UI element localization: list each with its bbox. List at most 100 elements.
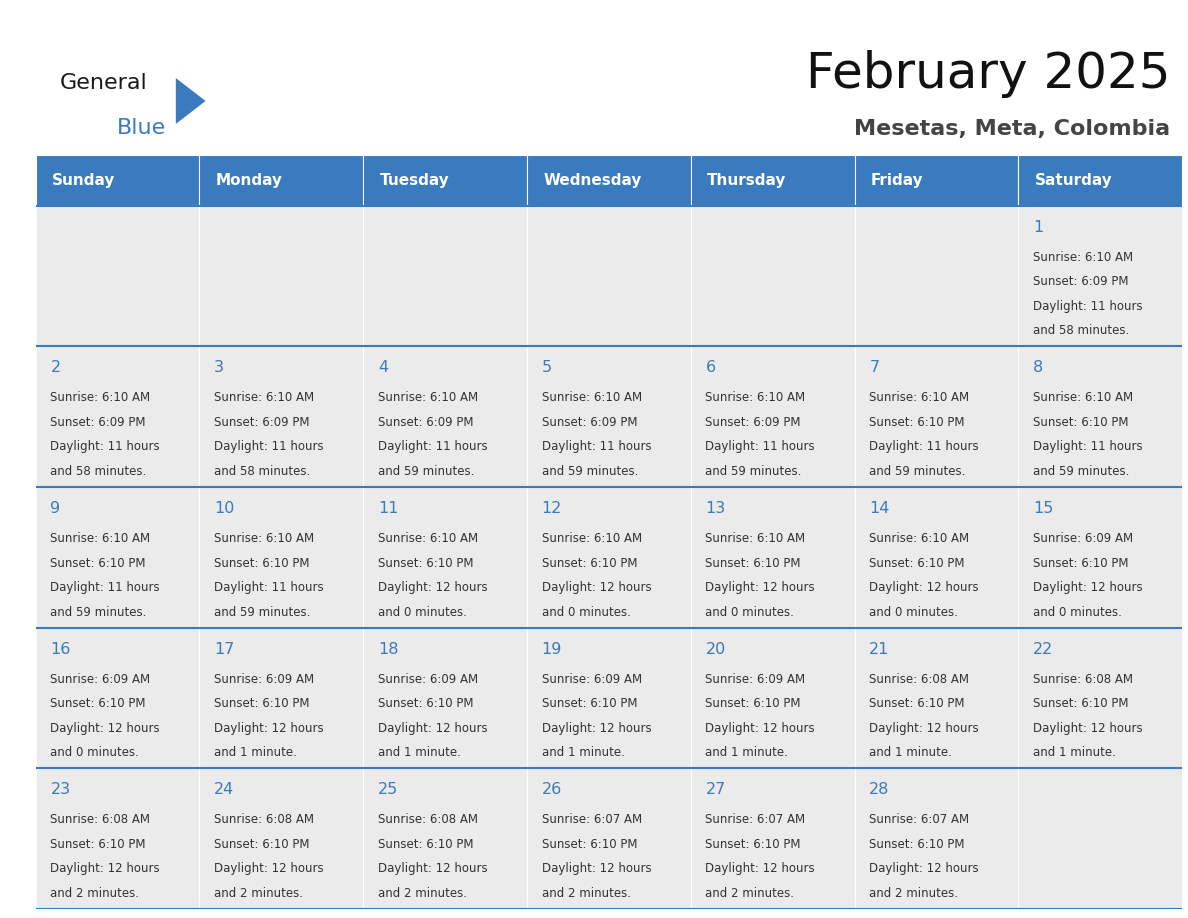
Text: and 2 minutes.: and 2 minutes. xyxy=(50,887,139,900)
Text: Daylight: 11 hours: Daylight: 11 hours xyxy=(706,441,815,453)
Text: Blue: Blue xyxy=(116,118,165,138)
Text: 8: 8 xyxy=(1034,361,1043,375)
Text: Daylight: 12 hours: Daylight: 12 hours xyxy=(870,862,979,876)
Bar xyxy=(1018,206,1182,346)
Text: Sunrise: 6:07 AM: Sunrise: 6:07 AM xyxy=(706,813,805,826)
Text: and 1 minute.: and 1 minute. xyxy=(870,746,952,759)
Text: Sunset: 6:10 PM: Sunset: 6:10 PM xyxy=(542,556,637,569)
Text: Daylight: 12 hours: Daylight: 12 hours xyxy=(50,722,160,734)
Bar xyxy=(364,768,527,909)
Text: and 59 minutes.: and 59 minutes. xyxy=(870,465,966,478)
Bar xyxy=(690,628,854,768)
Text: Sunset: 6:09 PM: Sunset: 6:09 PM xyxy=(50,416,146,429)
Text: and 59 minutes.: and 59 minutes. xyxy=(378,465,474,478)
Text: Sunset: 6:10 PM: Sunset: 6:10 PM xyxy=(214,838,310,851)
Text: Daylight: 12 hours: Daylight: 12 hours xyxy=(706,581,815,594)
Text: Sunrise: 6:10 AM: Sunrise: 6:10 AM xyxy=(542,532,642,545)
Text: and 59 minutes.: and 59 minutes. xyxy=(1034,465,1130,478)
Bar xyxy=(1018,487,1182,628)
Text: Sunset: 6:09 PM: Sunset: 6:09 PM xyxy=(542,416,637,429)
Text: Sunset: 6:09 PM: Sunset: 6:09 PM xyxy=(378,416,474,429)
Bar xyxy=(364,487,527,628)
Text: and 0 minutes.: and 0 minutes. xyxy=(378,606,467,619)
Text: 6: 6 xyxy=(706,361,715,375)
Text: Sunset: 6:10 PM: Sunset: 6:10 PM xyxy=(50,838,146,851)
Text: 28: 28 xyxy=(870,782,890,797)
Text: Sunset: 6:10 PM: Sunset: 6:10 PM xyxy=(870,556,965,569)
Bar xyxy=(854,206,1018,346)
Text: Sunday: Sunday xyxy=(52,173,115,188)
Text: Sunrise: 6:10 AM: Sunrise: 6:10 AM xyxy=(706,391,805,404)
Text: Sunrise: 6:10 AM: Sunrise: 6:10 AM xyxy=(378,532,478,545)
Text: Daylight: 12 hours: Daylight: 12 hours xyxy=(542,862,651,876)
Bar xyxy=(200,206,364,346)
Bar xyxy=(527,768,690,909)
Text: 7: 7 xyxy=(870,361,879,375)
Text: Thursday: Thursday xyxy=(707,173,786,188)
Text: 4: 4 xyxy=(378,361,388,375)
Text: 13: 13 xyxy=(706,501,726,516)
Text: Sunset: 6:10 PM: Sunset: 6:10 PM xyxy=(50,697,146,711)
Bar xyxy=(200,487,364,628)
Text: 2: 2 xyxy=(50,361,61,375)
Text: Daylight: 11 hours: Daylight: 11 hours xyxy=(1034,441,1143,453)
Bar xyxy=(854,768,1018,909)
Text: Sunset: 6:10 PM: Sunset: 6:10 PM xyxy=(870,416,965,429)
Text: 3: 3 xyxy=(214,361,225,375)
Text: Sunrise: 6:08 AM: Sunrise: 6:08 AM xyxy=(214,813,314,826)
Text: 26: 26 xyxy=(542,782,562,797)
Bar xyxy=(527,206,690,346)
Bar xyxy=(36,487,200,628)
Text: Daylight: 11 hours: Daylight: 11 hours xyxy=(1034,300,1143,313)
Text: 24: 24 xyxy=(214,782,234,797)
Bar xyxy=(690,206,854,346)
Text: Sunrise: 6:07 AM: Sunrise: 6:07 AM xyxy=(542,813,642,826)
Bar xyxy=(1018,155,1182,206)
Text: Sunrise: 6:08 AM: Sunrise: 6:08 AM xyxy=(1034,673,1133,686)
Text: Sunrise: 6:08 AM: Sunrise: 6:08 AM xyxy=(378,813,478,826)
Text: and 1 minute.: and 1 minute. xyxy=(542,746,625,759)
Text: and 59 minutes.: and 59 minutes. xyxy=(542,465,638,478)
Text: Saturday: Saturday xyxy=(1035,173,1112,188)
Text: 14: 14 xyxy=(870,501,890,516)
Text: Daylight: 11 hours: Daylight: 11 hours xyxy=(50,581,160,594)
Bar xyxy=(527,487,690,628)
Bar xyxy=(1018,628,1182,768)
Text: Sunrise: 6:10 AM: Sunrise: 6:10 AM xyxy=(50,532,151,545)
Text: and 0 minutes.: and 0 minutes. xyxy=(1034,606,1121,619)
Text: and 0 minutes.: and 0 minutes. xyxy=(870,606,959,619)
Text: Daylight: 12 hours: Daylight: 12 hours xyxy=(542,722,651,734)
Text: 21: 21 xyxy=(870,642,890,656)
Text: Daylight: 11 hours: Daylight: 11 hours xyxy=(378,441,487,453)
Text: Sunrise: 6:09 AM: Sunrise: 6:09 AM xyxy=(706,673,805,686)
Text: Daylight: 12 hours: Daylight: 12 hours xyxy=(542,581,651,594)
Text: Friday: Friday xyxy=(871,173,923,188)
Text: Daylight: 12 hours: Daylight: 12 hours xyxy=(870,581,979,594)
Text: Sunrise: 6:09 AM: Sunrise: 6:09 AM xyxy=(50,673,151,686)
Text: Sunrise: 6:10 AM: Sunrise: 6:10 AM xyxy=(50,391,151,404)
Text: Sunset: 6:10 PM: Sunset: 6:10 PM xyxy=(378,697,474,711)
Text: Sunrise: 6:09 AM: Sunrise: 6:09 AM xyxy=(542,673,642,686)
Text: Sunrise: 6:10 AM: Sunrise: 6:10 AM xyxy=(706,532,805,545)
Text: and 0 minutes.: and 0 minutes. xyxy=(706,606,795,619)
Text: Sunset: 6:10 PM: Sunset: 6:10 PM xyxy=(870,838,965,851)
Text: Sunrise: 6:09 AM: Sunrise: 6:09 AM xyxy=(214,673,315,686)
Text: Sunrise: 6:08 AM: Sunrise: 6:08 AM xyxy=(50,813,151,826)
Text: Sunset: 6:10 PM: Sunset: 6:10 PM xyxy=(50,556,146,569)
Text: Sunrise: 6:10 AM: Sunrise: 6:10 AM xyxy=(214,391,315,404)
Bar xyxy=(690,346,854,487)
Bar xyxy=(364,628,527,768)
Text: Sunset: 6:10 PM: Sunset: 6:10 PM xyxy=(1034,556,1129,569)
Text: 12: 12 xyxy=(542,501,562,516)
Text: 5: 5 xyxy=(542,361,552,375)
Text: Daylight: 11 hours: Daylight: 11 hours xyxy=(50,441,160,453)
Bar xyxy=(36,768,200,909)
Text: and 2 minutes.: and 2 minutes. xyxy=(870,887,959,900)
Bar xyxy=(200,768,364,909)
Text: 23: 23 xyxy=(50,782,70,797)
Text: Daylight: 12 hours: Daylight: 12 hours xyxy=(214,862,324,876)
Text: 27: 27 xyxy=(706,782,726,797)
Text: and 59 minutes.: and 59 minutes. xyxy=(706,465,802,478)
Text: Sunrise: 6:10 AM: Sunrise: 6:10 AM xyxy=(542,391,642,404)
Text: Sunset: 6:10 PM: Sunset: 6:10 PM xyxy=(870,697,965,711)
